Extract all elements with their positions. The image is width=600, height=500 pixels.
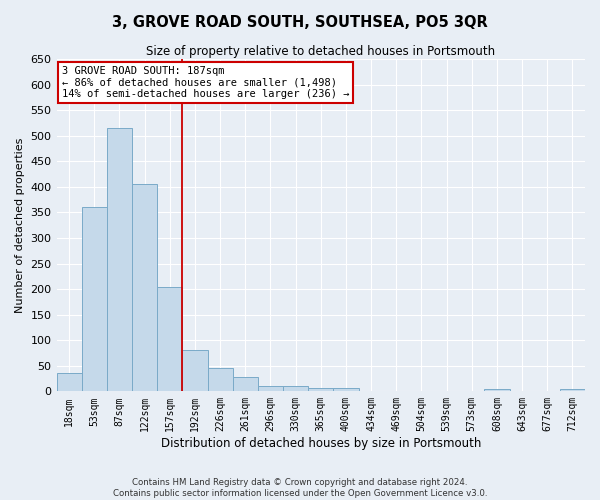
Bar [334,388,359,392]
Title: Size of property relative to detached houses in Portsmouth: Size of property relative to detached ho… [146,45,496,58]
Bar [132,184,157,392]
Bar [82,208,107,392]
Bar [258,386,283,392]
X-axis label: Distribution of detached houses by size in Portsmouth: Distribution of detached houses by size … [161,437,481,450]
Bar [208,368,233,392]
Bar [283,386,308,392]
Bar [157,286,182,392]
Bar [182,350,208,392]
Bar [484,389,509,392]
Y-axis label: Number of detached properties: Number of detached properties [15,138,25,313]
Bar [560,389,585,392]
Text: 3, GROVE ROAD SOUTH, SOUTHSEA, PO5 3QR: 3, GROVE ROAD SOUTH, SOUTHSEA, PO5 3QR [112,15,488,30]
Text: Contains HM Land Registry data © Crown copyright and database right 2024.
Contai: Contains HM Land Registry data © Crown c… [113,478,487,498]
Text: 3 GROVE ROAD SOUTH: 187sqm
← 86% of detached houses are smaller (1,498)
14% of s: 3 GROVE ROAD SOUTH: 187sqm ← 86% of deta… [62,66,349,99]
Bar [56,374,82,392]
Bar [107,128,132,392]
Bar [233,377,258,392]
Bar [308,388,334,392]
